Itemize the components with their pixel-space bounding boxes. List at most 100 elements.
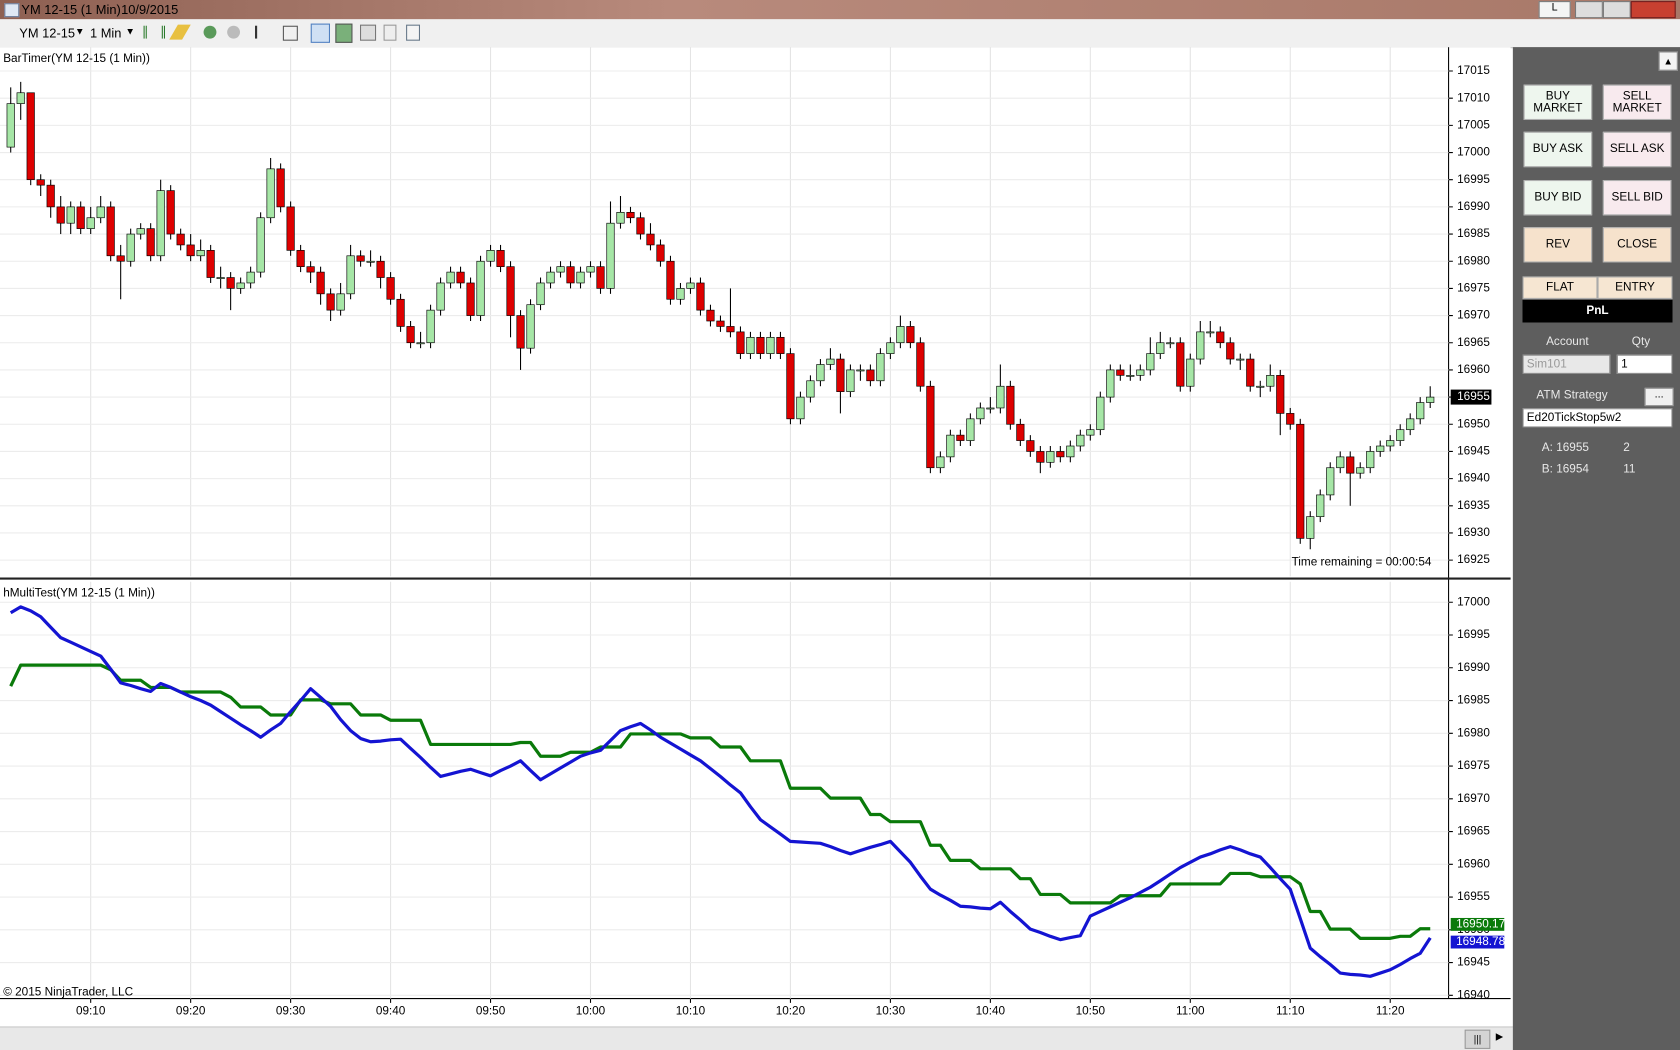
- account-select[interactable]: Sim101: [1522, 354, 1611, 374]
- buy-ask-button[interactable]: BUY ASK: [1523, 131, 1593, 168]
- y-tick-label: 17000: [1457, 595, 1490, 608]
- candle-body: [1096, 396, 1105, 431]
- zoom-in-icon[interactable]: [203, 25, 217, 39]
- x-tick-label: 10:10: [676, 1005, 706, 1018]
- annotation: Time remaining = 00:00:54: [1292, 556, 1432, 569]
- order-panel-toggle[interactable]: [310, 23, 331, 43]
- link-button[interactable]: L: [1538, 1, 1571, 19]
- bar-type-icon[interactable]: [143, 25, 166, 39]
- candle-body: [646, 233, 655, 246]
- candle-body: [1176, 342, 1185, 387]
- y-tick-label: 16945: [1457, 445, 1490, 458]
- y-tick-label: 16975: [1457, 282, 1490, 295]
- y-tick-label: 16925: [1457, 553, 1490, 566]
- candle-body: [126, 233, 135, 262]
- candle-body: [306, 266, 315, 273]
- candle-body: [956, 434, 965, 441]
- candle-body: [26, 92, 35, 181]
- candle-body: [46, 184, 55, 208]
- reverse-button[interactable]: REV: [1523, 227, 1593, 263]
- candle-body: [1386, 440, 1395, 447]
- candle-body: [856, 369, 865, 372]
- candle-body: [796, 396, 805, 420]
- candle-body: [196, 250, 205, 257]
- candle-body: [676, 288, 685, 300]
- close-position-button[interactable]: CLOSE: [1602, 227, 1672, 263]
- sell-ask-button[interactable]: SELL ASK: [1602, 131, 1672, 168]
- atm-label: ATM Strategy: [1536, 388, 1608, 402]
- sell-bid-button[interactable]: SELL BID: [1602, 180, 1672, 216]
- ask-size: 2: [1623, 441, 1630, 455]
- candle-body: [506, 266, 515, 316]
- candle-body: [816, 364, 825, 382]
- qty-label: Qty: [1631, 335, 1651, 349]
- draw-icon[interactable]: [169, 24, 191, 40]
- candle-body: [226, 277, 235, 289]
- properties-icon[interactable]: [406, 24, 421, 41]
- qty-input[interactable]: 1: [1616, 354, 1673, 374]
- candle-body: [1216, 331, 1225, 344]
- candle-body: [1346, 456, 1355, 474]
- candle-body: [336, 293, 345, 311]
- chart-background: [0, 47, 1511, 1027]
- ask-price: A: 16955: [1541, 441, 1589, 455]
- candle-body: [426, 309, 435, 344]
- candle-body: [946, 434, 955, 458]
- candle-body: [1396, 429, 1405, 441]
- candle-body: [366, 260, 375, 263]
- candle-body: [6, 103, 15, 148]
- instrument-selector[interactable]: YM 12-15: [19, 25, 76, 41]
- search-icon[interactable]: [282, 25, 298, 41]
- candle-body: [566, 266, 575, 284]
- candle-body: [136, 228, 145, 235]
- last-price-marker: [1450, 389, 1492, 405]
- zoom-out-icon[interactable]: [227, 25, 241, 39]
- candle-body: [316, 271, 325, 295]
- candle-body: [16, 92, 25, 104]
- candle-body: [66, 206, 75, 224]
- sell-market-button[interactable]: SELL MARKET: [1602, 84, 1672, 121]
- candle-body: [866, 369, 875, 382]
- buy-bid-button[interactable]: BUY BID: [1523, 180, 1593, 216]
- minimize-button[interactable]: [1575, 1, 1603, 19]
- horizontal-scrollbar[interactable]: ||| ▶: [0, 1026, 1513, 1050]
- candle-body: [836, 358, 845, 392]
- x-tick-label: 11:10: [1276, 1005, 1305, 1018]
- y-tick-label: 16955: [1457, 890, 1490, 903]
- last-value-label: 16950.17: [1456, 918, 1505, 931]
- y-tick-label: 16980: [1457, 726, 1490, 739]
- indicator-line: [9, 663, 1431, 940]
- close-button[interactable]: [1630, 1, 1676, 19]
- buy-market-button[interactable]: BUY MARKET: [1523, 84, 1593, 121]
- candle-body: [1016, 423, 1025, 441]
- cursor-icon[interactable]: [255, 25, 270, 39]
- y-tick-label: 16935: [1457, 499, 1490, 512]
- x-tick-label: 09:50: [476, 1005, 506, 1018]
- x-tick-label: 09:40: [376, 1005, 406, 1018]
- last-price-label: 16955: [1457, 390, 1490, 403]
- y-tick-label: 16990: [1457, 661, 1490, 674]
- candle-body: [266, 168, 275, 219]
- entry-status: ENTRY: [1597, 276, 1673, 299]
- candle-body: [496, 250, 505, 267]
- last-value-marker: [1450, 917, 1505, 931]
- maximize-button[interactable]: [1602, 1, 1631, 19]
- candle-body: [1286, 413, 1295, 425]
- candle-body: [1036, 451, 1045, 463]
- app-icon: [4, 3, 20, 18]
- candle-body: [1046, 451, 1055, 463]
- candle-body: [1296, 423, 1305, 539]
- panel-scroll-up[interactable]: ▲: [1658, 51, 1678, 71]
- y-tick-label: 16930: [1457, 526, 1490, 539]
- position-status: FLAT: [1522, 276, 1598, 299]
- atm-more-button[interactable]: ...: [1644, 387, 1674, 407]
- image-icon[interactable]: [360, 24, 377, 41]
- candle-body: [1136, 369, 1145, 376]
- atm-strategy-select[interactable]: Ed20TickStop5w2: [1522, 408, 1673, 428]
- page-icon[interactable]: [383, 24, 397, 41]
- data-box-icon[interactable]: [335, 23, 353, 43]
- candle-body: [256, 217, 265, 273]
- interval-selector[interactable]: 1 Min: [90, 25, 122, 41]
- candle-body: [326, 293, 335, 311]
- y-tick-label: 17000: [1457, 146, 1490, 159]
